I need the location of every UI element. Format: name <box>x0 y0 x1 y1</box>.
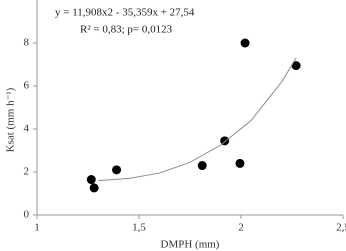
y-tick-label: 0 <box>24 209 30 221</box>
point <box>89 183 99 193</box>
x-tick-label: 1 <box>34 222 40 234</box>
point <box>197 161 207 171</box>
equation: y = 11,908x2 - 35,359x + 27,54 <box>55 7 195 19</box>
y-tick-label: 2 <box>24 166 30 178</box>
x-tick-label: 2,5 <box>336 222 346 234</box>
y-axis-label: Ksat (mm h⁻¹) <box>5 87 17 152</box>
point <box>112 165 122 175</box>
point <box>235 158 245 168</box>
x-axis-label: DMPH (mm) <box>161 239 220 251</box>
trendline <box>98 57 297 182</box>
point <box>86 175 96 185</box>
y-tick-label: 8 <box>24 37 30 49</box>
x-tick-label: 1,5 <box>132 222 146 234</box>
y-tick-label: 4 <box>24 123 30 135</box>
point <box>240 38 250 48</box>
point <box>291 61 301 71</box>
y-tick-label: 6 <box>24 80 30 92</box>
r-squared: R² = 0,83; p= 0,0123 <box>80 24 173 36</box>
x-tick-label: 2 <box>238 222 244 234</box>
